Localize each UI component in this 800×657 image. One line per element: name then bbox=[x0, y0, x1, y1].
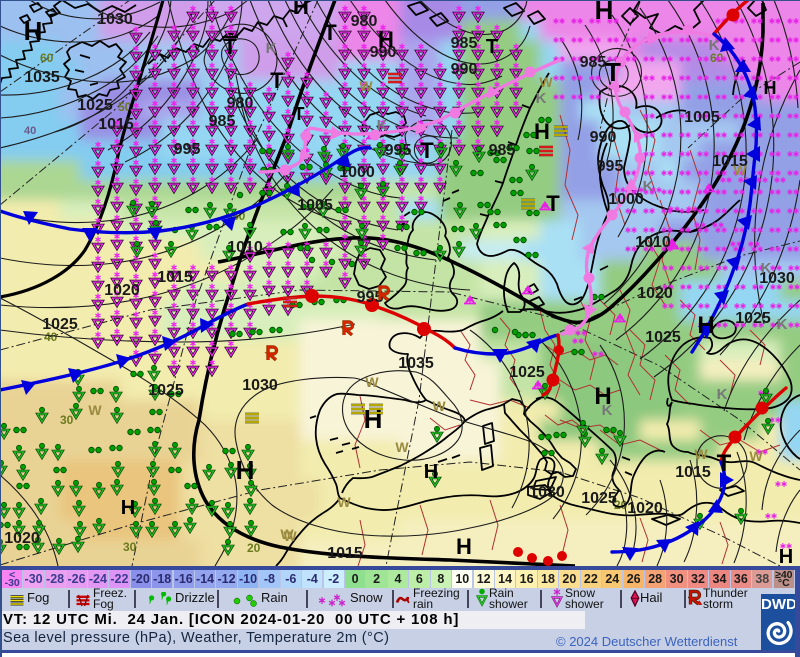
svg-text:1015: 1015 bbox=[327, 545, 363, 562]
svg-text:K: K bbox=[266, 40, 277, 57]
svg-text:990: 990 bbox=[370, 44, 397, 61]
svg-text:H: H bbox=[594, 383, 611, 410]
svg-text:W: W bbox=[283, 528, 297, 544]
svg-text:W: W bbox=[280, 526, 294, 542]
svg-text:1030: 1030 bbox=[759, 270, 795, 287]
svg-text:1020: 1020 bbox=[4, 530, 40, 547]
svg-text:W: W bbox=[359, 78, 373, 94]
svg-text:H: H bbox=[456, 534, 472, 559]
svg-text:990: 990 bbox=[590, 129, 617, 146]
svg-text:1010: 1010 bbox=[227, 239, 263, 256]
svg-text:1015: 1015 bbox=[98, 116, 134, 133]
svg-text:985: 985 bbox=[451, 35, 478, 52]
svg-text:1025: 1025 bbox=[77, 97, 113, 114]
svg-text:K: K bbox=[602, 402, 613, 419]
svg-text:1025: 1025 bbox=[509, 364, 545, 381]
svg-text:W: W bbox=[432, 398, 446, 414]
svg-text:H: H bbox=[534, 119, 550, 144]
svg-text:1035: 1035 bbox=[398, 355, 434, 372]
svg-text:W: W bbox=[365, 374, 379, 390]
svg-text:H: H bbox=[236, 455, 255, 485]
svg-text:995: 995 bbox=[385, 142, 412, 159]
svg-text:40: 40 bbox=[24, 125, 36, 137]
svg-text:K: K bbox=[536, 90, 547, 107]
svg-text:W: W bbox=[733, 162, 747, 178]
svg-text:H: H bbox=[364, 404, 383, 434]
svg-text:1020: 1020 bbox=[104, 282, 140, 299]
svg-text:K: K bbox=[717, 386, 728, 403]
svg-text:1015: 1015 bbox=[157, 269, 193, 286]
svg-text:1025: 1025 bbox=[645, 329, 681, 346]
svg-text:990: 990 bbox=[451, 61, 478, 78]
svg-text:1020: 1020 bbox=[637, 285, 673, 302]
svg-text:W: W bbox=[337, 494, 351, 510]
svg-text:W: W bbox=[694, 446, 708, 462]
svg-text:H: H bbox=[378, 27, 394, 52]
svg-text:985: 985 bbox=[489, 142, 516, 159]
svg-text:H: H bbox=[595, 0, 614, 25]
svg-text:1035: 1035 bbox=[24, 69, 60, 86]
svg-text:K: K bbox=[377, 117, 388, 134]
svg-text:50: 50 bbox=[118, 100, 132, 114]
svg-text:T: T bbox=[294, 104, 305, 124]
svg-text:995: 995 bbox=[357, 289, 384, 306]
svg-text:1005: 1005 bbox=[297, 197, 333, 214]
svg-text:60: 60 bbox=[40, 51, 54, 65]
svg-text:980: 980 bbox=[351, 13, 378, 30]
svg-text:K: K bbox=[709, 37, 720, 54]
svg-text:W: W bbox=[539, 74, 553, 90]
svg-text:40: 40 bbox=[44, 330, 58, 344]
svg-text:W: W bbox=[749, 448, 763, 464]
svg-text:T: T bbox=[717, 450, 732, 477]
svg-text:H: H bbox=[121, 497, 135, 519]
svg-text:20: 20 bbox=[247, 541, 261, 555]
svg-text:1015: 1015 bbox=[712, 153, 748, 170]
svg-text:K: K bbox=[761, 260, 772, 277]
svg-text:H: H bbox=[779, 546, 793, 566]
svg-text:H: H bbox=[697, 312, 714, 339]
svg-text:1025: 1025 bbox=[42, 316, 78, 333]
svg-text:1030: 1030 bbox=[97, 11, 133, 28]
svg-text:985: 985 bbox=[580, 54, 607, 71]
svg-text:1000: 1000 bbox=[339, 164, 375, 181]
svg-text:W: W bbox=[88, 402, 102, 418]
svg-text:H: H bbox=[764, 78, 777, 98]
svg-text:1030: 1030 bbox=[242, 377, 278, 394]
svg-text:H: H bbox=[24, 16, 43, 46]
svg-text:T: T bbox=[223, 34, 237, 59]
svg-text:1005: 1005 bbox=[684, 109, 720, 126]
svg-text:T: T bbox=[486, 36, 498, 58]
svg-text:T: T bbox=[546, 191, 560, 216]
svg-text:995: 995 bbox=[174, 141, 201, 158]
svg-text:H: H bbox=[424, 461, 438, 483]
svg-text:30: 30 bbox=[123, 540, 137, 554]
svg-text:1010: 1010 bbox=[635, 234, 671, 251]
svg-text:T: T bbox=[270, 68, 284, 93]
svg-text:1025: 1025 bbox=[581, 490, 617, 507]
svg-text:T: T bbox=[420, 138, 434, 163]
svg-text:30: 30 bbox=[60, 413, 74, 427]
svg-text:1025: 1025 bbox=[735, 310, 771, 327]
svg-text:1000: 1000 bbox=[608, 191, 644, 208]
svg-text:1025: 1025 bbox=[148, 382, 184, 399]
svg-text:W: W bbox=[395, 439, 409, 455]
svg-text:1020: 1020 bbox=[627, 500, 663, 517]
svg-text:1015: 1015 bbox=[675, 464, 711, 481]
svg-text:T: T bbox=[323, 20, 337, 45]
svg-text:980: 980 bbox=[227, 95, 254, 112]
svg-text:995: 995 bbox=[597, 158, 624, 175]
svg-text:1030: 1030 bbox=[529, 484, 565, 501]
svg-text:K: K bbox=[777, 316, 788, 333]
svg-text:H: H bbox=[293, 0, 309, 19]
svg-text:985: 985 bbox=[209, 113, 236, 130]
svg-text:K: K bbox=[643, 178, 654, 195]
svg-text:T: T bbox=[605, 57, 621, 87]
